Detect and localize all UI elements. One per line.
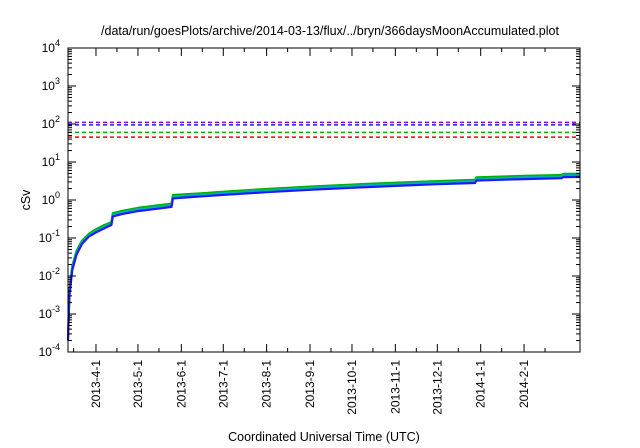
y-tick-exponent: -3 <box>52 304 60 314</box>
series-line <box>66 172 581 337</box>
y-tick-label: 10-2 <box>39 266 60 283</box>
chart-title: /data/run/goesPlots/archive/2014-03-13/f… <box>101 24 559 38</box>
y-tick-label: 102 <box>42 114 60 131</box>
y-tick-exponent: -2 <box>52 266 60 276</box>
y-tick-exponent: -4 <box>52 342 60 352</box>
y-tick-label: 101 <box>42 152 60 169</box>
y-tick-base: 10 <box>42 193 56 207</box>
y-tick-label: 10-1 <box>39 228 60 245</box>
x-tick-label: 2014-1-1 <box>474 360 488 408</box>
x-tick-label: 2013-9-1 <box>303 360 317 408</box>
y-tick-exponent: -1 <box>52 228 60 238</box>
series-line <box>66 175 581 341</box>
x-tick-label: 2013-11-1 <box>388 360 402 414</box>
x-axis-label: Coordinated Universal Time (UTC) <box>228 430 420 444</box>
x-tick-label: 2014-2-1 <box>517 360 531 408</box>
x-tick-label: 2013-8-1 <box>260 360 274 408</box>
y-tick-base: 10 <box>39 307 53 321</box>
x-axis-ticks: 2013-4-1 2013-5-1 2013-6-1 2013-7-1 2013-8-1… <box>73 48 546 415</box>
series-line <box>66 174 581 340</box>
y-tick-label: 104 <box>42 38 60 55</box>
x-tick-label: 2013-7-1 <box>216 360 230 408</box>
y-tick-exponent: 1 <box>55 152 60 162</box>
y-tick-exponent: 4 <box>55 38 60 48</box>
series-lines <box>66 172 581 341</box>
x-tick-label: 2013-12-1 <box>430 360 444 415</box>
x-tick-label: 2013-4-1 <box>89 360 103 408</box>
y-tick-exponent: 3 <box>55 76 60 86</box>
y-tick-base: 10 <box>39 269 53 283</box>
y-tick-label: 10-4 <box>39 342 60 359</box>
y-tick-base: 10 <box>39 231 53 245</box>
y-tick-exponent: 0 <box>55 190 60 200</box>
y-tick-exponent: 2 <box>55 114 60 124</box>
y-tick-base: 10 <box>42 155 56 169</box>
y-tick-base: 10 <box>39 345 53 359</box>
reference-lines <box>68 121 580 138</box>
y-tick-base: 10 <box>42 79 56 93</box>
y-tick-base: 10 <box>42 41 56 55</box>
y-axis-label: cSv <box>19 189 33 211</box>
y-tick-label: 100 <box>42 190 60 207</box>
y-tick-label: 10-3 <box>39 304 60 321</box>
y-tick-base: 10 <box>42 117 56 131</box>
x-tick-label: 2013-5-1 <box>131 360 145 408</box>
x-tick-label: 2013-6-1 <box>174 360 188 408</box>
y-tick-label: 103 <box>42 76 60 93</box>
x-tick-label: 2013-10-1 <box>345 360 359 415</box>
plot-frame <box>67 47 581 353</box>
